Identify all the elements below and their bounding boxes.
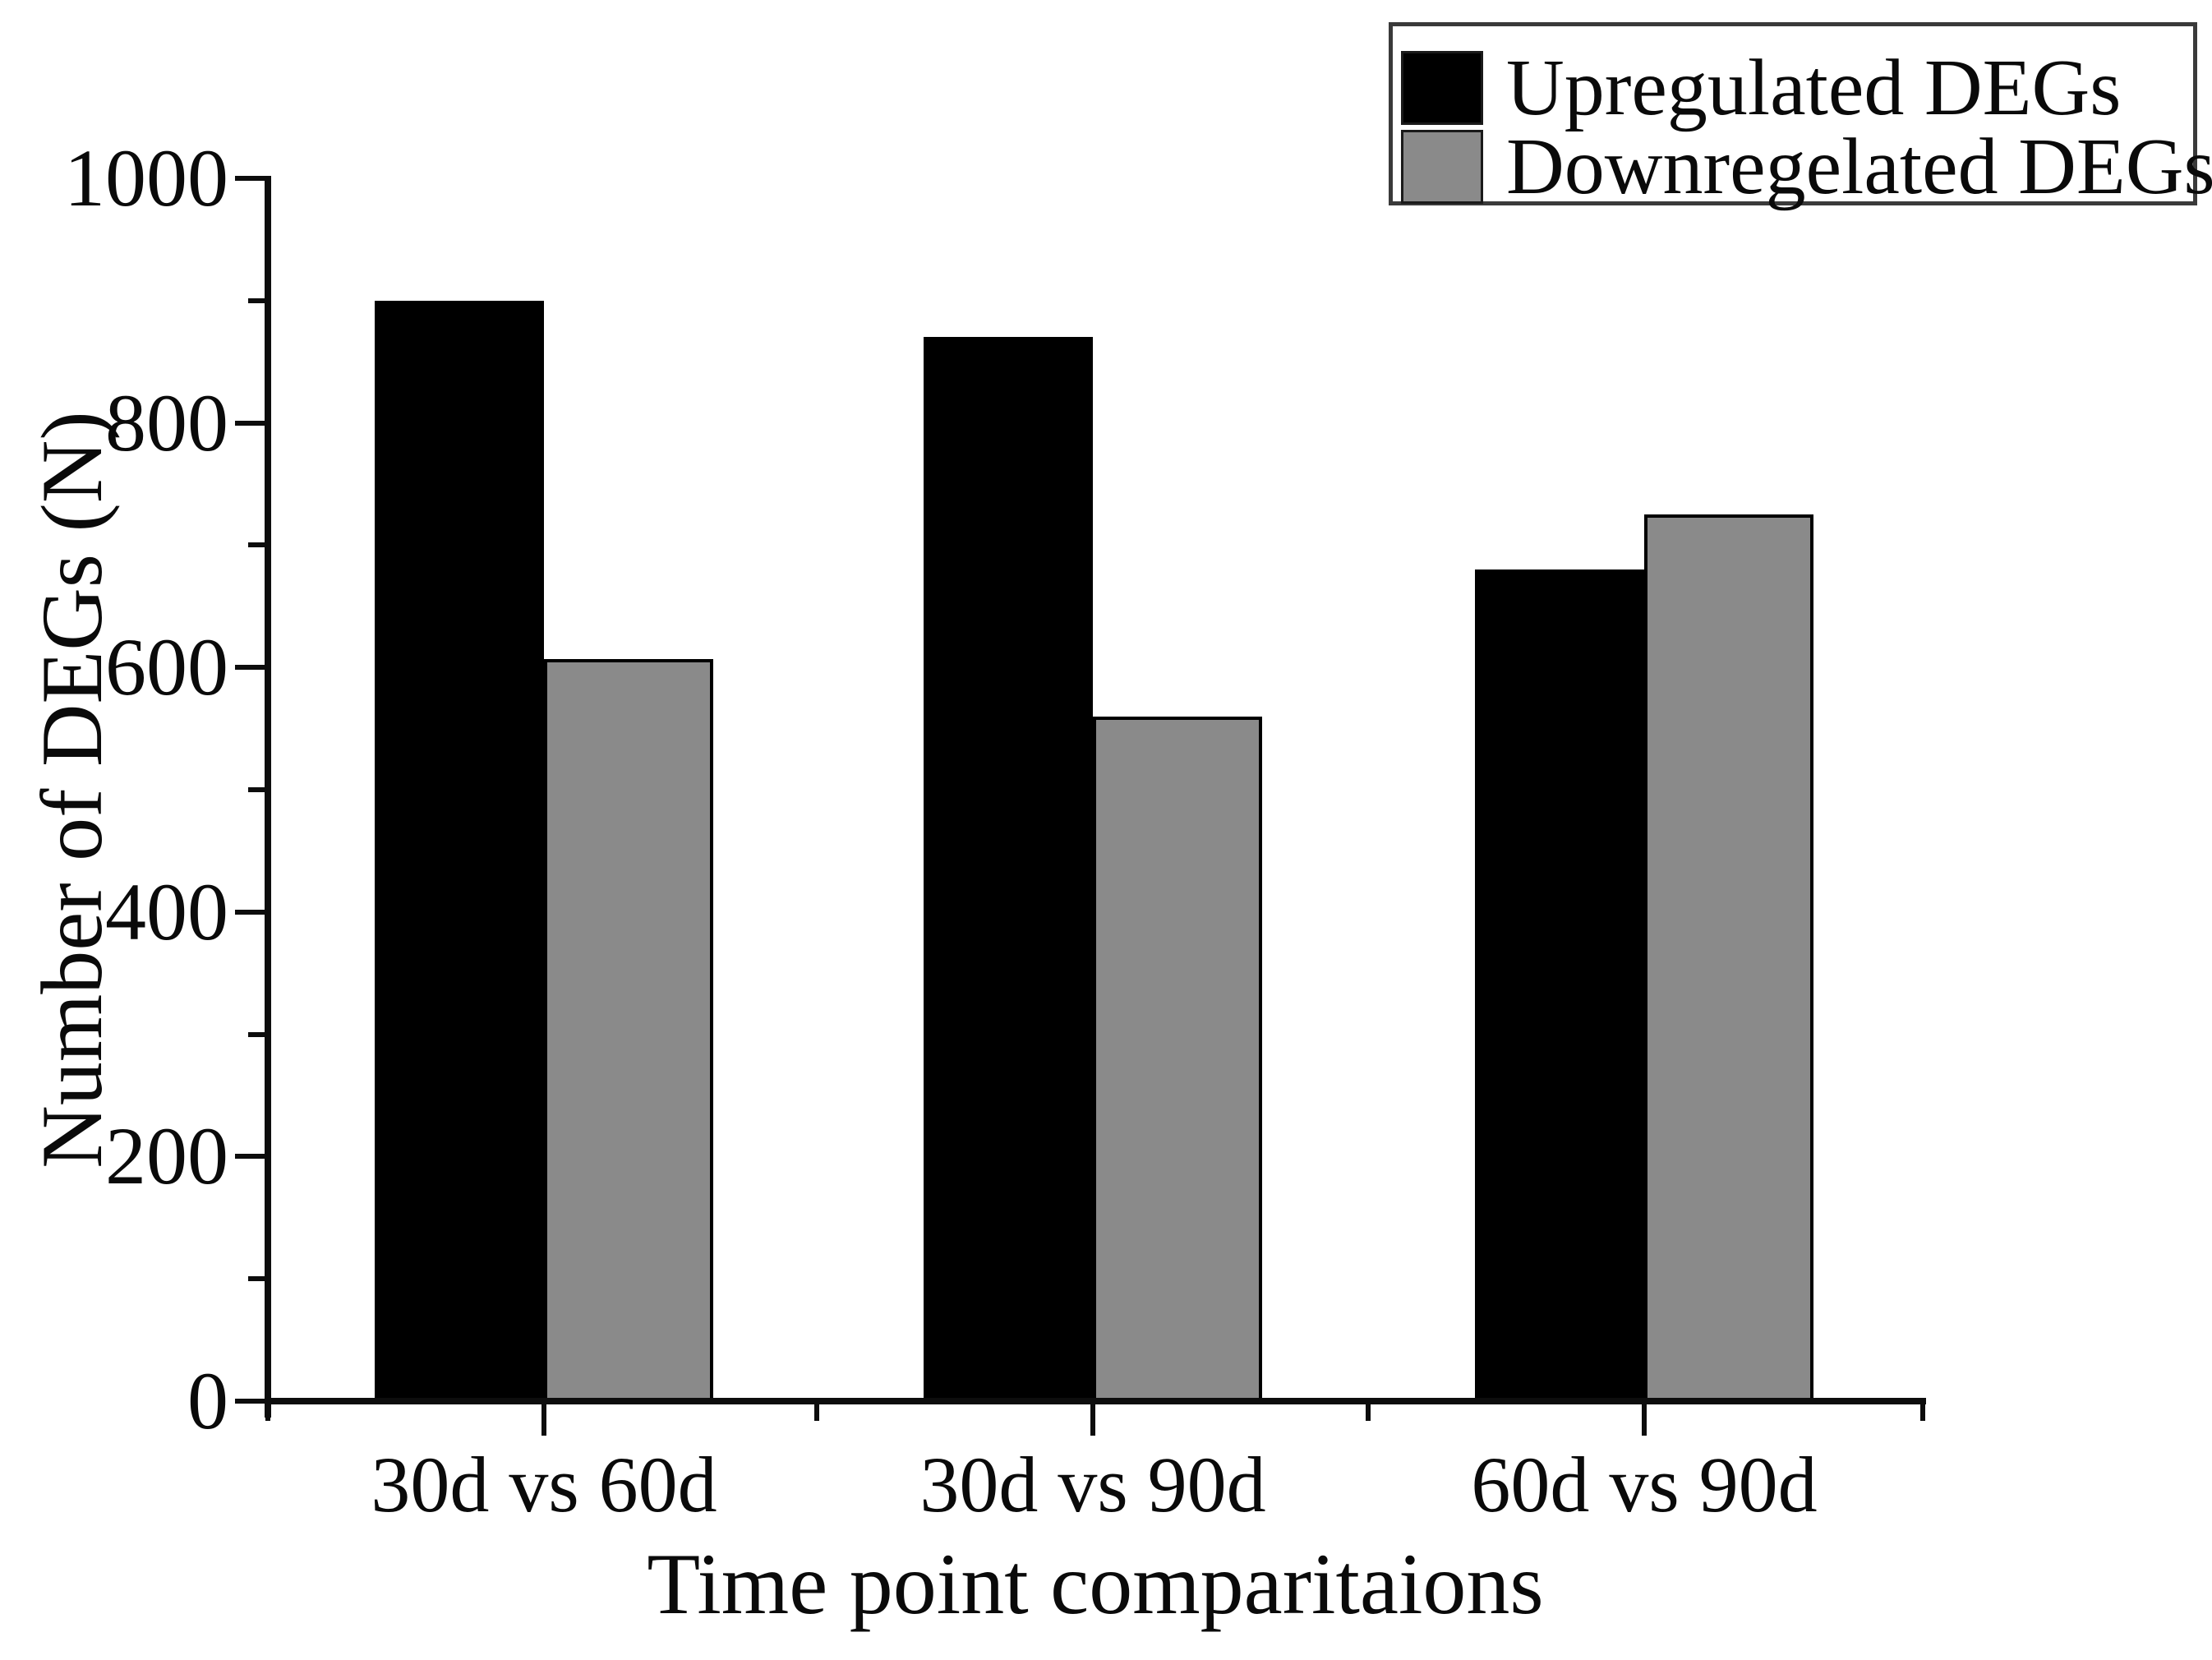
y-major-tick: [235, 1399, 265, 1404]
y-major-tick: [235, 420, 265, 426]
legend-entry-upregulated: Upregulated DEGs: [1393, 44, 2193, 131]
y-major-tick: [235, 665, 265, 671]
x-major-tick: [1090, 1404, 1095, 1436]
y-minor-tick: [248, 787, 265, 792]
bar-upregulated-60d-vs-90d: [1475, 569, 1644, 1401]
y-tick-label: 600: [105, 621, 228, 713]
x-major-tick: [541, 1404, 546, 1436]
y-axis-title: Number of DEGs (N): [24, 411, 120, 1169]
y-major-tick: [235, 1154, 265, 1160]
bar-downregulated-30d-vs-90d: [1093, 716, 1262, 1401]
y-tick-label: 400: [105, 865, 228, 957]
legend-swatch-downregulated-icon: [1401, 130, 1483, 204]
x-minor-tick: [814, 1404, 819, 1421]
y-major-tick: [235, 176, 265, 181]
x-minor-tick: [1366, 1404, 1371, 1421]
bar-downregulated-60d-vs-90d: [1644, 514, 1813, 1401]
y-tick-label: 200: [105, 1110, 228, 1202]
legend-label-upregulated: Upregulated DEGs: [1506, 44, 2122, 132]
y-minor-tick: [248, 297, 265, 303]
bar-upregulated-30d-vs-90d: [924, 337, 1093, 1401]
x-tick-label: 60d vs 90d: [1471, 1441, 1818, 1529]
y-tick-label: 1000: [64, 132, 228, 224]
x-major-tick: [1642, 1404, 1647, 1436]
x-axis-line: [265, 1398, 1926, 1404]
x-minor-tick: [1920, 1404, 1925, 1421]
bar-upregulated-30d-vs-60d: [375, 300, 544, 1401]
y-tick-label: 0: [187, 1355, 228, 1446]
legend-swatch-upregulated-icon: [1401, 51, 1483, 125]
y-minor-tick: [248, 1031, 265, 1037]
x-minor-tick: [265, 1404, 270, 1421]
y-axis-line: [265, 176, 271, 1418]
legend-entry-downregulated: Downregelated DEGs: [1393, 123, 2212, 210]
y-major-tick: [235, 909, 265, 915]
y-tick-label: 800: [105, 376, 228, 468]
x-axis-title: Time point comparitaions: [647, 1536, 1544, 1632]
y-minor-tick: [248, 1276, 265, 1282]
x-tick-label: 30d vs 60d: [371, 1441, 717, 1529]
y-minor-tick: [248, 542, 265, 548]
legend: Upregulated DEGs Downregelated DEGs: [1389, 22, 2212, 210]
x-tick-label: 30d vs 90d: [919, 1441, 1266, 1529]
bar-downregulated-30d-vs-60d: [544, 658, 713, 1401]
legend-label-downregulated: Downregelated DEGs: [1506, 122, 2212, 211]
